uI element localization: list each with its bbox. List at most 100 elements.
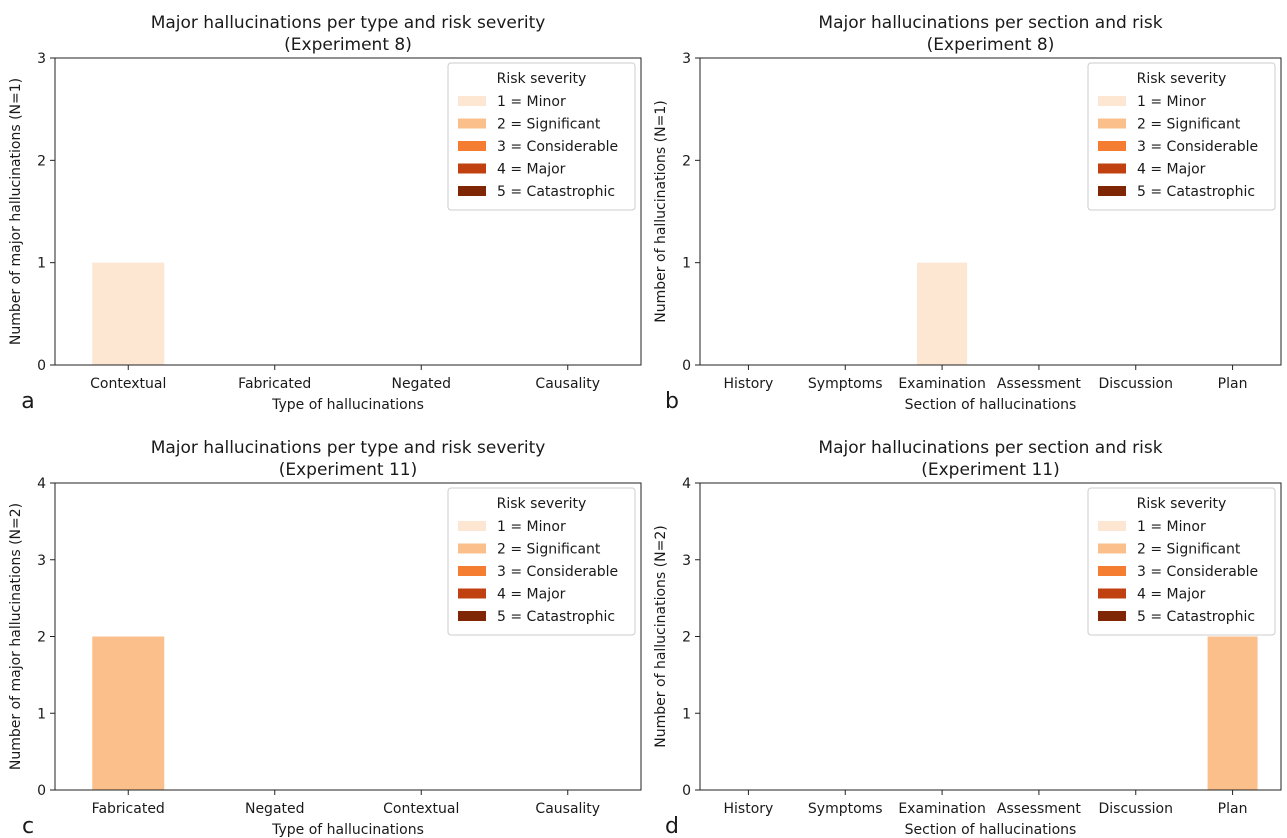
x-axis-label: Section of hallucinations — [905, 822, 1077, 838]
legend-entry: 3 = Considerable — [1137, 139, 1258, 155]
legend-title: Risk severity — [1137, 71, 1227, 87]
legend-swatch-severity-4 — [458, 588, 486, 599]
legend-entry: 5 = Catastrophic — [497, 609, 615, 625]
legend-swatch-severity-3 — [1098, 566, 1126, 576]
x-tick-label: Discussion — [1099, 801, 1173, 817]
legend-box — [1087, 487, 1276, 636]
legend-entry: 1 = Minor — [1137, 94, 1206, 110]
y-axis-label: Number of major hallucinations (N=2) — [8, 503, 24, 770]
legend-swatch-severity-2 — [458, 543, 486, 554]
x-tick-label: Symptoms — [808, 801, 883, 817]
legend-entry: 4 = Major — [497, 587, 566, 603]
legend-entry: 1 = Minor — [497, 519, 566, 535]
y-tick-label: 2 — [37, 153, 46, 169]
y-tick-label: 2 — [682, 630, 691, 646]
plot-frame — [699, 57, 1282, 366]
legend-entry: 2 = Significant — [1137, 117, 1241, 133]
y-tick-label: 3 — [682, 553, 691, 569]
x-tick-label: Negated — [391, 376, 451, 392]
legend-box — [447, 487, 636, 636]
chart-title: (Experiment 8) — [927, 35, 1055, 55]
legend-swatch-severity-4 — [458, 163, 486, 174]
legend-title: Risk severity — [497, 71, 587, 87]
y-tick-label: 1 — [37, 706, 46, 722]
legend-entry: 4 = Major — [497, 162, 566, 178]
y-axis-label: Number of major hallucinations (N=1) — [8, 78, 24, 345]
legend-swatch-severity-3 — [458, 566, 486, 576]
y-axis-label: Number of hallucinations (N=1) — [653, 100, 669, 322]
legend-entry: 1 = Minor — [497, 94, 566, 110]
chart-title: Major hallucinations per section and ris… — [818, 13, 1162, 33]
legend-entry: 3 = Considerable — [497, 564, 618, 580]
x-tick-label: History — [724, 801, 774, 817]
panel-letter: a — [21, 389, 34, 414]
legend-box — [1087, 62, 1276, 211]
legend-entry: 5 = Catastrophic — [497, 184, 615, 200]
panel-letter: c — [22, 814, 34, 838]
x-tick-label: History — [724, 376, 774, 392]
x-tick-label: Contextual — [383, 801, 459, 817]
legend-entry: 1 = Minor — [1137, 519, 1206, 535]
y-tick-label: 3 — [682, 51, 691, 67]
legend: Risk severity 1 = Minor 2 = Significant 3 =… — [1087, 62, 1276, 211]
legend-entry: 5 = Catastrophic — [1137, 184, 1255, 200]
legend-entry: 3 = Considerable — [497, 139, 618, 155]
chart-title: (Experiment 11) — [279, 460, 418, 480]
x-axis-label: Section of hallucinations — [905, 397, 1077, 413]
plot-frame — [54, 57, 642, 366]
legend-swatch-severity-5 — [458, 611, 486, 621]
x-tick-label: Causality — [535, 376, 600, 392]
x-axis-label: Type of hallucinations — [271, 397, 424, 413]
y-tick-label: 1 — [37, 256, 46, 272]
panel-letter: b — [665, 389, 679, 414]
legend: Risk severity 1 = Minor 2 = Significant 3 =… — [1087, 487, 1276, 636]
y-tick-label: 1 — [682, 706, 691, 722]
y-tick-label: 4 — [682, 476, 691, 492]
chart-panel-d: Major hallucinations per section and ris… — [653, 438, 1282, 838]
chart-title: (Experiment 11) — [921, 460, 1060, 480]
legend-swatch-severity-4 — [1098, 588, 1126, 599]
legend-swatch-severity-2 — [1098, 543, 1126, 554]
x-tick-label: Assessment — [997, 801, 1081, 817]
y-tick-label: 3 — [37, 51, 46, 67]
legend-swatch-severity-1 — [1098, 96, 1126, 106]
x-tick-label: Fabricated — [238, 376, 311, 392]
x-tick-label: Plan — [1218, 376, 1248, 392]
legend-swatch-severity-3 — [458, 141, 486, 151]
x-tick-label: Discussion — [1099, 376, 1173, 392]
y-tick-label: 0 — [37, 358, 46, 374]
x-tick-label: Causality — [535, 801, 600, 817]
x-tick-label: Examination — [898, 376, 986, 392]
legend-swatch-severity-4 — [1098, 163, 1126, 174]
y-tick-label: 0 — [37, 783, 46, 799]
bar-plan-severity-2 — [1207, 636, 1258, 790]
legend-entry: 2 = Significant — [497, 542, 601, 558]
y-axis-label: Number of hallucinations (N=2) — [653, 525, 669, 747]
legend-title: Risk severity — [497, 496, 587, 512]
legend-swatch-severity-5 — [1098, 186, 1126, 196]
bar-examination-severity-1 — [917, 262, 968, 365]
legend: Risk severity 1 = Minor 2 = Significant 3 =… — [447, 487, 636, 636]
legend-entry: 2 = Significant — [1137, 542, 1241, 558]
chart-panel-b: Major hallucinations per section and ris… — [653, 13, 1282, 414]
chart-panel-a: Major hallucinations per type and risk s… — [8, 13, 642, 414]
x-tick-label: Contextual — [90, 376, 166, 392]
legend-swatch-severity-2 — [1098, 118, 1126, 129]
x-tick-label: Negated — [245, 801, 305, 817]
legend-swatch-severity-3 — [1098, 141, 1126, 151]
bar-fabricated-severity-2 — [92, 636, 165, 790]
chart-panel-c: Major hallucinations per type and risk s… — [8, 438, 642, 838]
legend-box — [447, 62, 636, 211]
y-tick-label: 3 — [37, 553, 46, 569]
legend-swatch-severity-5 — [1098, 611, 1126, 621]
legend-entry: 3 = Considerable — [1137, 564, 1258, 580]
x-tick-label: Fabricated — [92, 801, 165, 817]
legend-entry: 4 = Major — [1137, 162, 1206, 178]
legend-entry: 2 = Significant — [497, 117, 601, 133]
x-tick-label: Plan — [1218, 801, 1248, 817]
legend-swatch-severity-2 — [458, 118, 486, 129]
x-axis-label: Type of hallucinations — [271, 822, 424, 838]
y-tick-label: 0 — [682, 783, 691, 799]
y-tick-label: 2 — [682, 153, 691, 169]
